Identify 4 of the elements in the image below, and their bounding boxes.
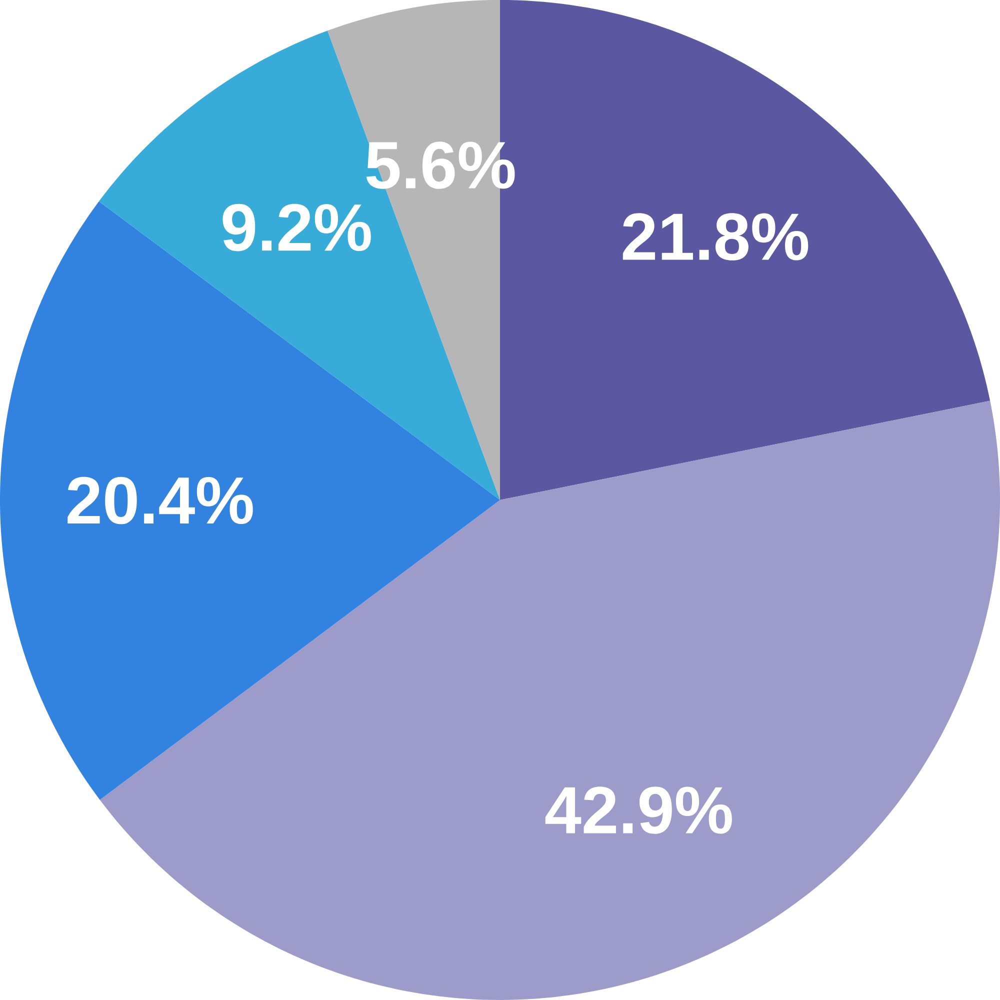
data-label: 20.4% bbox=[68, 476, 253, 524]
data-label: 9.2% bbox=[222, 204, 371, 252]
data-label: 42.9% bbox=[545, 786, 732, 834]
data-label: 21.8% bbox=[622, 213, 808, 260]
